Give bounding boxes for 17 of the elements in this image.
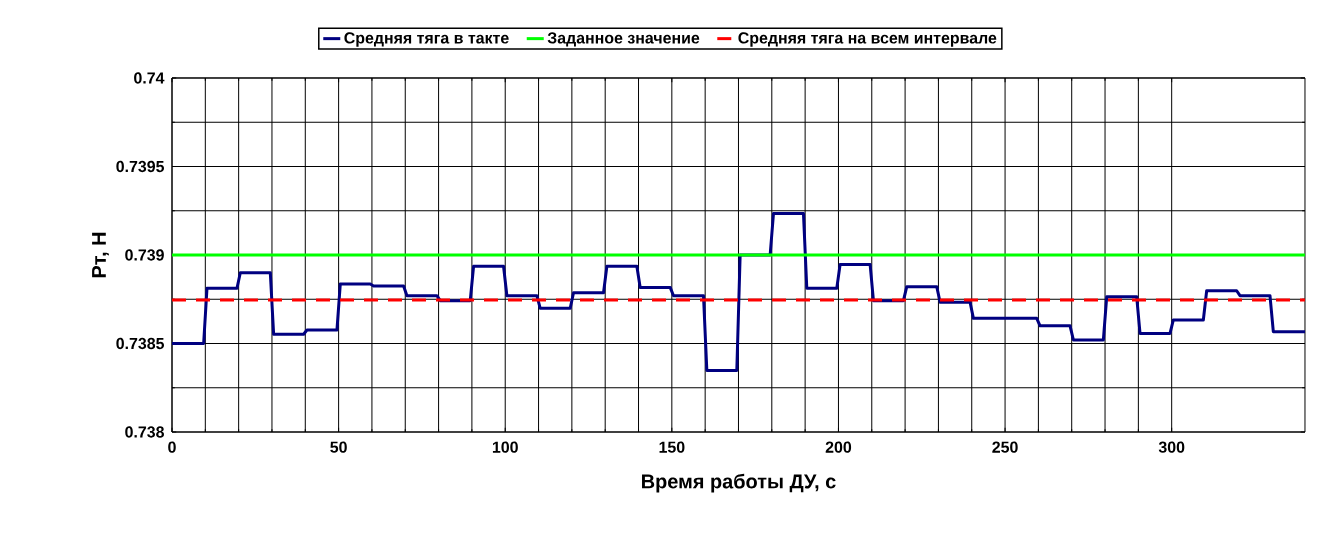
x-tick-label: 300	[1158, 441, 1185, 453]
x-tick-label: 150	[659, 441, 685, 453]
x-tick-label: 0	[168, 441, 176, 453]
y-tick-label: 0.739	[125, 249, 164, 261]
legend-label: Заданное значение	[547, 32, 700, 47]
x-tick-label: 250	[992, 441, 1018, 453]
y-tick-label: 0.7385	[116, 337, 165, 350]
y-tick-label: 0.738	[125, 426, 164, 438]
x-tick-label: 100	[492, 441, 518, 453]
x-tick-label: 50	[330, 441, 347, 453]
x-axis-title: Время работы ДУ, с	[642, 473, 836, 493]
legend-label: Средняя тяга на всем интервале	[738, 32, 997, 47]
x-tick-label: 200	[825, 441, 852, 453]
y-axis-title: Рт, Н	[92, 232, 109, 278]
y-tick-label: 0.74	[134, 72, 165, 84]
y-tick-label: 0.7395	[116, 160, 165, 173]
legend-label: Средняя тяга в такте	[344, 32, 509, 47]
